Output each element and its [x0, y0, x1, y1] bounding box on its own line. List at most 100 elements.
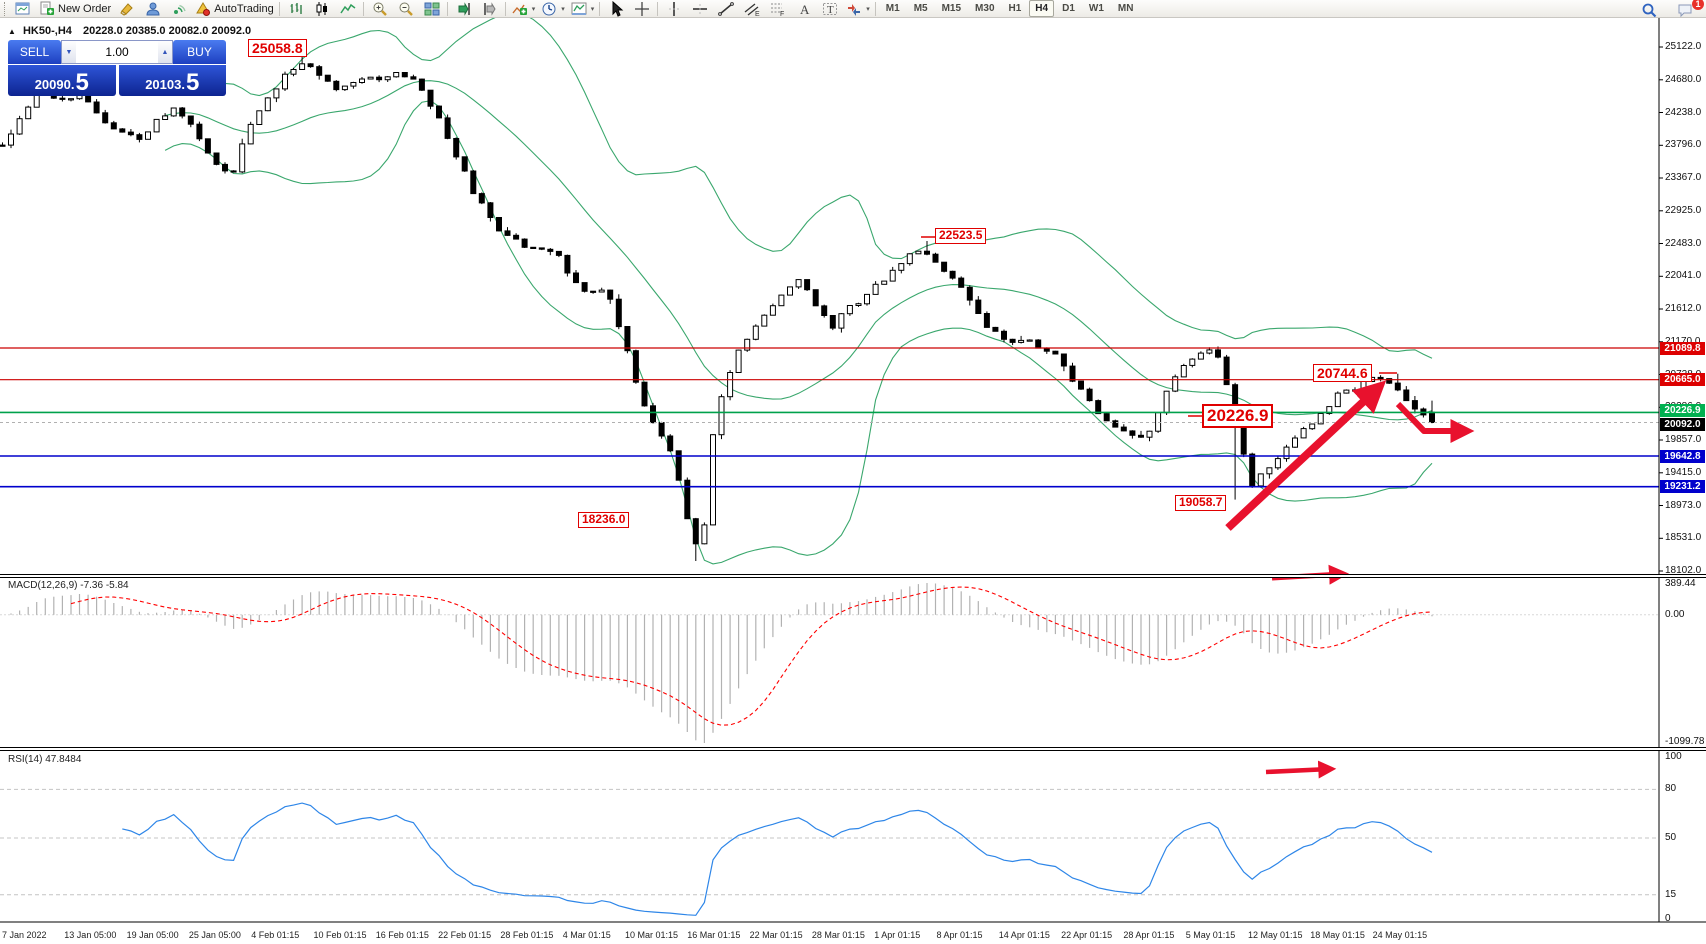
vertical-line-button[interactable] — [661, 0, 687, 18]
price-annotation-label[interactable]: 19058.7 — [1175, 495, 1227, 511]
bollinger-bands[interactable] — [164, 12, 1433, 565]
toolbar-separator — [657, 1, 659, 16]
trendline-button[interactable] — [713, 0, 739, 18]
price-annotation-label[interactable]: 18236.0 — [578, 512, 630, 528]
equidistant-channel-button[interactable]: E — [739, 0, 765, 18]
candlestick-chart-button[interactable] — [309, 0, 335, 18]
eraser-icon — [119, 1, 135, 17]
toolbar: New Order AutoTrading ▾ ▾ ▾ E F A T ▾ M1 M5 M15 M30 H1… — [0, 0, 1706, 18]
auto-scroll-button[interactable] — [451, 0, 477, 18]
price-axis-tick: 18102.0 — [1665, 565, 1702, 576]
cursor-button[interactable] — [603, 0, 629, 18]
time-axis-label: 19 Jan 05:00 — [126, 930, 179, 940]
autotrading-button[interactable]: AutoTrading — [192, 0, 277, 18]
price-axis-tick: 18973.0 — [1665, 499, 1702, 511]
macd-signal-line[interactable] — [70, 586, 1433, 726]
arrows-button[interactable]: ▾ — [843, 0, 873, 18]
horizontal-line-button[interactable] — [687, 0, 713, 18]
time-axis-label: 25 Jan 05:00 — [188, 930, 241, 940]
zoom-in-button[interactable] — [367, 0, 393, 18]
chart-symbol-period: HK50-,H4 — [22, 25, 72, 37]
timeframe-m5-button[interactable]: M5 — [913, 3, 928, 14]
toolbar-separator — [874, 1, 876, 16]
collapse-triangle-icon[interactable]: ▲ — [8, 27, 16, 36]
rsi-pane-divider[interactable] — [0, 747, 1706, 751]
volume-decrease-button[interactable]: ▼ — [62, 41, 76, 63]
rsi-line[interactable] — [122, 802, 1433, 916]
timeframe-h1-button[interactable]: H1 — [1008, 3, 1022, 14]
text-label-button[interactable]: T — [817, 0, 843, 18]
buy-price-big-digit: 5 — [185, 69, 200, 96]
price-annotation-label[interactable]: 25058.8 — [248, 39, 307, 58]
time-axis-label: 16 Feb 01:15 — [375, 930, 429, 940]
community-button[interactable] — [140, 0, 166, 18]
search-button[interactable] — [1636, 1, 1662, 19]
metaeditor-button[interactable] — [114, 0, 140, 18]
chevron-down-icon[interactable]: ▾ — [590, 5, 595, 13]
price-axis-tick: 22483.0 — [1665, 237, 1702, 249]
toolbar-separator — [362, 1, 364, 16]
pane-borders — [0, 18, 1706, 923]
svg-text:E: E — [755, 11, 760, 17]
chat-button[interactable]: 1 — [1672, 0, 1704, 19]
rsi-arrow — [1265, 760, 1337, 779]
candles[interactable] — [0, 51, 1435, 561]
zoom-in-icon — [372, 1, 388, 17]
price-axis-tick: 22041.0 — [1665, 270, 1702, 282]
timeframe-d1-button[interactable]: D1 — [1062, 3, 1075, 14]
price-axis-tick: 24680.0 — [1665, 73, 1702, 85]
price-badge: 20665.0 — [1660, 373, 1705, 387]
zoom-out-button[interactable] — [393, 0, 419, 18]
signals-button[interactable] — [166, 0, 192, 18]
rsi-level-lines — [0, 788, 1659, 896]
periods-button[interactable]: ▾ — [538, 0, 568, 18]
svg-text:T: T — [827, 4, 834, 16]
volume-increase-button[interactable]: ▲ — [158, 41, 172, 63]
macd-histogram[interactable] — [3, 583, 1433, 743]
search-icon — [1641, 2, 1657, 18]
new-order-button[interactable]: New Order — [36, 0, 114, 18]
annotation-arrows[interactable] — [1225, 380, 1475, 779]
timeframe-mn-button[interactable]: MN — [1117, 3, 1134, 14]
price-annotation-label[interactable]: 22523.5 — [935, 228, 987, 244]
timeframe-m15-button[interactable]: M15 — [941, 3, 962, 14]
zoom-out-icon — [398, 1, 414, 17]
chart-window-button[interactable] — [10, 0, 36, 18]
tile-windows-button[interactable] — [419, 0, 445, 18]
sell-price[interactable]: 20090. 5 — [8, 65, 116, 96]
sell-button[interactable]: SELL — [8, 40, 61, 64]
timeframe-m1-button[interactable]: M1 — [885, 3, 900, 14]
chevron-down-icon[interactable]: ▾ — [561, 5, 565, 13]
chevron-down-icon[interactable]: ▾ — [866, 5, 870, 13]
buy-button[interactable]: BUY — [173, 40, 226, 64]
fibonacci-icon: F — [770, 1, 786, 17]
price-badge: 20226.9 — [1660, 403, 1705, 417]
rsi-axis-tick: 100 — [1665, 751, 1682, 762]
price-annotation-label[interactable]: 20744.6 — [1313, 364, 1372, 383]
line-chart-button[interactable] — [335, 0, 361, 18]
bar-chart-button[interactable] — [283, 0, 309, 18]
fibonacci-button[interactable]: F — [765, 0, 791, 18]
price-annotation-label[interactable]: 20226.9 — [1202, 404, 1274, 428]
chart-ohlc-values: 20228.0 20385.0 20082.0 20092.0 — [82, 25, 252, 37]
volume-input[interactable]: 1.00 — [105, 45, 129, 59]
tile-windows-icon — [424, 1, 440, 17]
templates-button[interactable]: ▾ — [568, 0, 598, 18]
timeframe-w1-button[interactable]: W1 — [1088, 3, 1104, 14]
crosshair-button[interactable] — [629, 0, 655, 18]
time-axis-label: 24 May 01:15 — [1372, 930, 1428, 940]
timeframe-h4-button[interactable]: H4 — [1029, 0, 1055, 17]
time-axis-label: 22 Mar 01:15 — [749, 930, 803, 940]
chevron-down-icon[interactable]: ▾ — [531, 5, 536, 13]
notification-badge: 1 — [1692, 0, 1704, 10]
toolbar-separator — [278, 1, 280, 16]
macd-pane-divider[interactable] — [0, 574, 1706, 578]
text-button[interactable]: A — [791, 0, 817, 18]
chart-shift-button[interactable] — [477, 0, 503, 18]
buy-price[interactable]: 20103. 5 — [118, 65, 226, 96]
timeframe-m30-button[interactable]: M30 — [975, 3, 995, 14]
toolbar-drag-handle[interactable] — [4, 1, 8, 16]
indicators-button[interactable]: ▾ — [509, 0, 539, 18]
